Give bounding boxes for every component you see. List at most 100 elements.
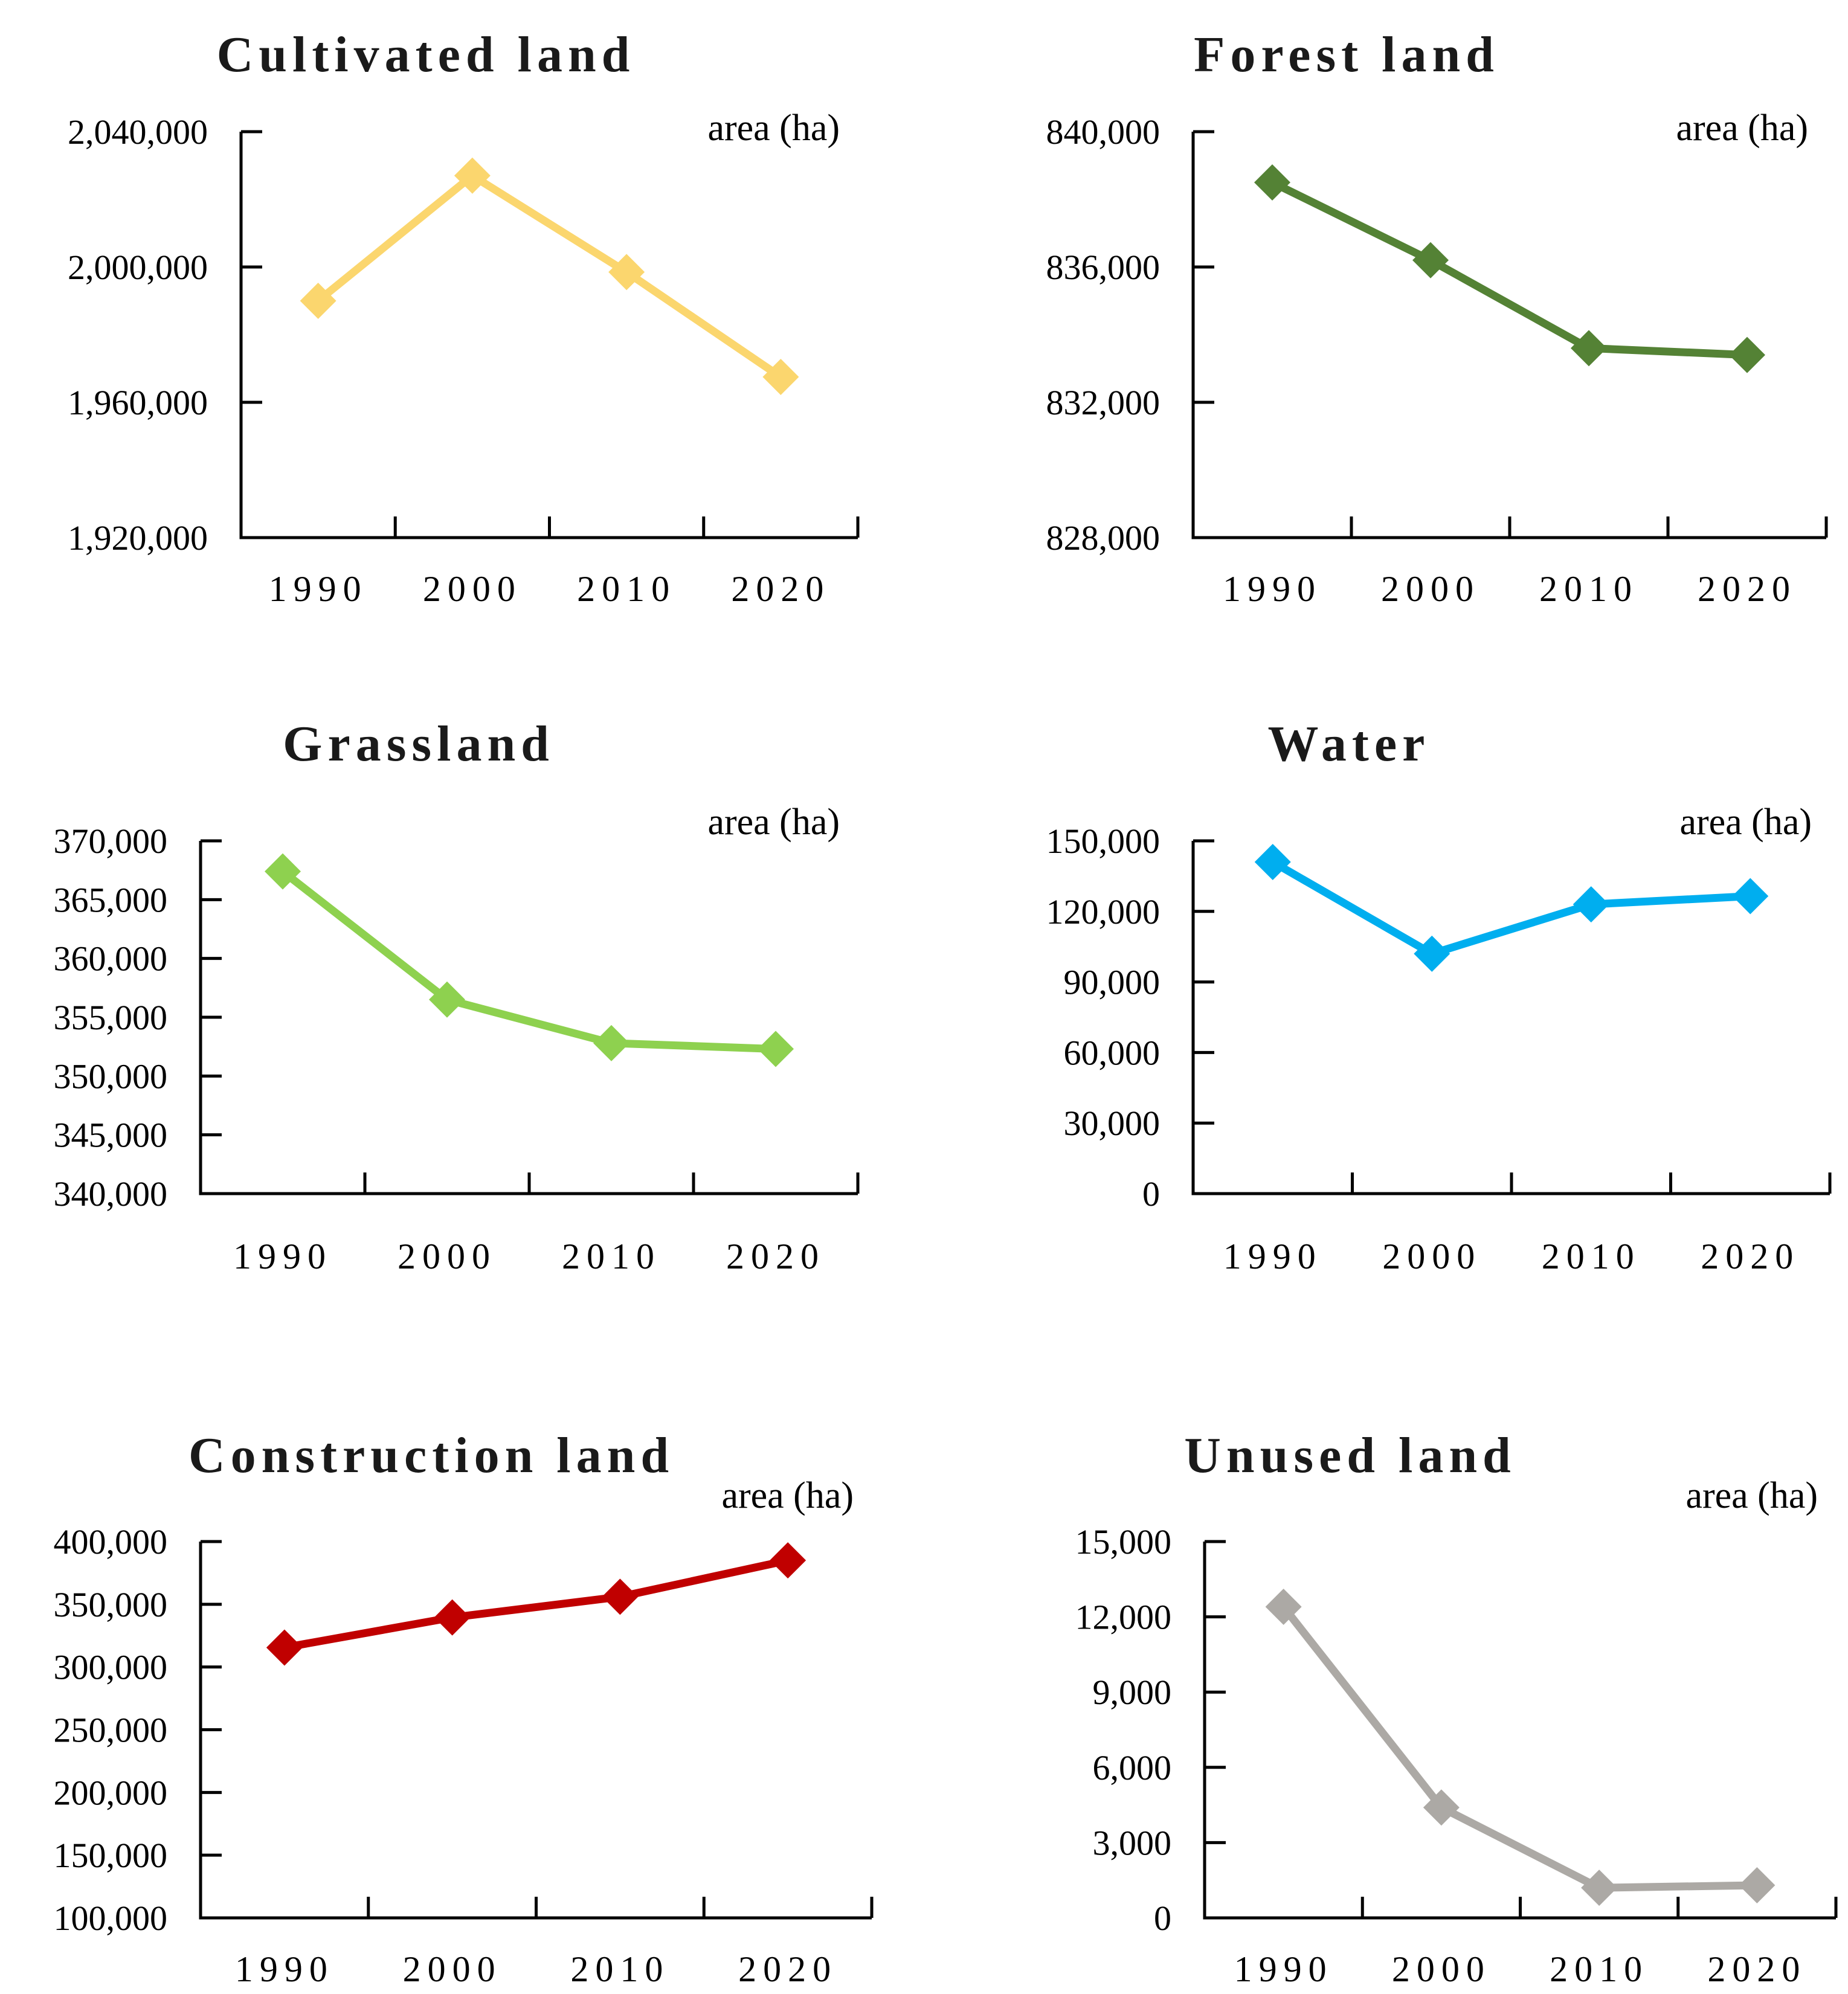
x-tick-label: 2010 xyxy=(1539,569,1638,609)
x-tick-label: 1990 xyxy=(233,1237,332,1276)
data-point-marker xyxy=(1581,1870,1618,1906)
chart-title: Forest land xyxy=(1194,27,1499,83)
x-tick-label: 2000 xyxy=(403,1949,502,1989)
x-tick-label: 2020 xyxy=(738,1949,837,1989)
series-line xyxy=(1280,1604,1757,1892)
x-tick-label: 2010 xyxy=(577,569,676,609)
panel-water: Water area (ha) 0 30,000 60,000 90,000 120,0… xyxy=(924,664,1848,1330)
y-tick-label: 832,000 xyxy=(1046,383,1161,422)
data-point-marker xyxy=(1729,336,1765,373)
data-point-marker xyxy=(762,359,799,395)
x-tick-label: 2010 xyxy=(570,1949,669,1989)
x-tick-label: 1990 xyxy=(235,1949,334,1989)
x-tick-label: 2000 xyxy=(1382,1237,1481,1276)
panel-cultivated-land: Cultivated land area (ha) 1,920,000 1,960… xyxy=(0,0,924,665)
data-point-marker xyxy=(1412,242,1449,278)
line-chart-forest-land: Forest land area (ha) 828,000 832,000 836,… xyxy=(1046,27,1828,609)
data-point-marker xyxy=(1573,886,1609,923)
data-point-marker xyxy=(602,1578,639,1615)
panel-unused-land: Unused land area (ha) 0 3,000 6,000 9,000 12… xyxy=(924,1329,1848,1994)
line-chart-construction-land: Construction land area (ha) 100,000 150,0… xyxy=(54,1427,874,1989)
data-point-marker xyxy=(454,157,491,194)
y-tick-label: 360,000 xyxy=(54,939,168,979)
unit-label: area (ha) xyxy=(707,802,840,843)
unit-label: area (ha) xyxy=(1676,108,1808,149)
axis-lines xyxy=(1191,841,1830,1195)
series-line xyxy=(283,1556,789,1651)
axis-lines xyxy=(239,132,858,539)
axis-lines xyxy=(1203,1542,1836,1920)
y-tick-label: 2,000,000 xyxy=(68,248,208,287)
series-line xyxy=(315,172,784,381)
data-point-marker xyxy=(593,1024,629,1061)
y-tick-label: 250,000 xyxy=(54,1711,168,1750)
y-tick-label: 150,000 xyxy=(1046,822,1161,861)
data-point-marker xyxy=(434,1599,471,1636)
y-tick-label: 350,000 xyxy=(54,1056,168,1096)
unit-label: area (ha) xyxy=(1685,1475,1818,1516)
y-tick-label: 0 xyxy=(1142,1174,1160,1214)
x-tick-label: 2010 xyxy=(562,1237,661,1276)
y-tick-label: 365,000 xyxy=(54,880,168,919)
y-tick-label: 12,000 xyxy=(1075,1598,1172,1637)
x-tick-label: 2000 xyxy=(423,569,522,609)
panel-forest-land: Forest land area (ha) 828,000 832,000 836,… xyxy=(924,0,1848,665)
y-tick-label: 350,000 xyxy=(54,1585,168,1624)
data-point-marker xyxy=(758,1031,794,1067)
y-tick-label: 200,000 xyxy=(54,1773,168,1812)
unit-label: area (ha) xyxy=(1679,802,1812,843)
y-tick-label: 0 xyxy=(1154,1899,1171,1938)
x-tick-label: 2020 xyxy=(1707,1949,1806,1989)
chart-title: Water xyxy=(1268,716,1431,772)
panel-construction-land: Construction land area (ha) 100,000 150,0… xyxy=(0,1329,924,1994)
unit-label: area (ha) xyxy=(721,1475,854,1516)
data-point-marker xyxy=(265,853,301,890)
data-point-marker xyxy=(1739,1867,1776,1904)
x-tick-label: 2010 xyxy=(1542,1237,1641,1276)
x-tick-label: 1990 xyxy=(1234,1949,1333,1989)
y-tick-label: 355,000 xyxy=(54,998,168,1037)
y-tick-label: 345,000 xyxy=(54,1116,168,1155)
data-point-marker xyxy=(1254,844,1291,881)
data-point-marker xyxy=(1414,935,1450,972)
x-tick-label: 2020 xyxy=(726,1237,825,1276)
series-line xyxy=(1270,858,1751,958)
x-tick-label: 1990 xyxy=(1223,569,1322,609)
x-tick-label: 2010 xyxy=(1550,1949,1649,1989)
y-tick-label: 120,000 xyxy=(1046,892,1161,931)
line-chart-grassland: Grassland area (ha) 340,000 345,000 350,00… xyxy=(54,716,860,1276)
x-tick-label: 2020 xyxy=(1701,1237,1800,1276)
line-chart-cultivated-land: Cultivated land area (ha) 1,920,000 1,960… xyxy=(68,27,860,609)
chart-title: Cultivated land xyxy=(217,27,636,83)
series-line xyxy=(280,868,776,1053)
data-point-marker xyxy=(608,254,645,291)
y-tick-label: 60,000 xyxy=(1064,1033,1161,1072)
x-tick-label: 2020 xyxy=(1698,569,1797,609)
y-tick-label: 340,000 xyxy=(54,1174,168,1214)
y-tick-label: 90,000 xyxy=(1064,963,1161,1002)
data-point-marker xyxy=(1571,330,1607,367)
chart-title: Construction land xyxy=(188,1427,674,1484)
data-point-marker xyxy=(1423,1789,1460,1826)
chart-title: Unused land xyxy=(1184,1427,1516,1484)
line-chart-unused-land: Unused land area (ha) 0 3,000 6,000 9,000 12… xyxy=(1075,1427,1838,1989)
x-tick-label: 2000 xyxy=(1381,569,1480,609)
data-point-marker xyxy=(1732,878,1769,915)
x-tick-label: 2000 xyxy=(398,1237,497,1276)
x-tick-label: 1990 xyxy=(1223,1237,1322,1276)
y-tick-label: 2,040,000 xyxy=(68,112,208,152)
y-tick-label: 400,000 xyxy=(54,1522,168,1561)
y-tick-label: 15,000 xyxy=(1075,1522,1172,1561)
y-tick-label: 9,000 xyxy=(1093,1673,1172,1712)
axis-lines xyxy=(199,1542,872,1920)
chart-title: Grassland xyxy=(283,716,555,772)
y-tick-label: 30,000 xyxy=(1064,1104,1161,1143)
line-chart-water: Water area (ha) 0 30,000 60,000 90,000 120,0… xyxy=(1046,716,1832,1276)
unit-label: area (ha) xyxy=(707,108,840,149)
axis-lines xyxy=(199,841,858,1195)
y-tick-label: 3,000 xyxy=(1093,1823,1172,1862)
x-tick-label: 1990 xyxy=(269,569,368,609)
y-tick-label: 1,920,000 xyxy=(68,518,208,558)
y-tick-label: 150,000 xyxy=(54,1836,168,1875)
y-tick-label: 370,000 xyxy=(54,822,168,861)
